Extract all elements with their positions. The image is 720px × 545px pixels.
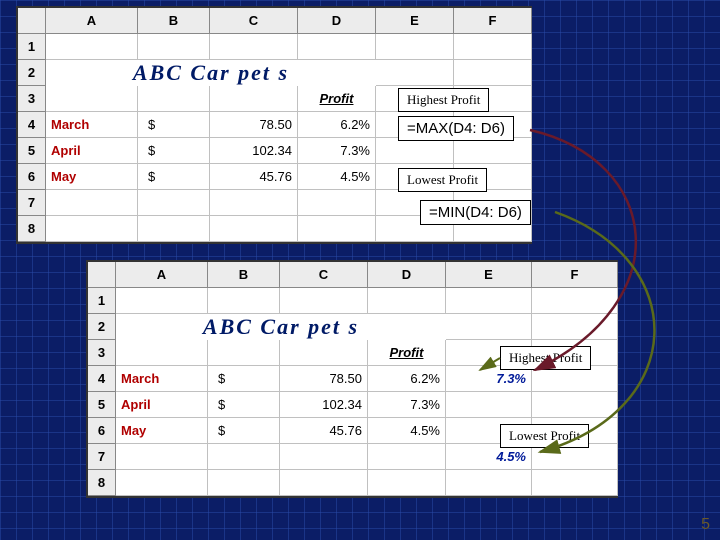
col-header: A xyxy=(46,8,138,34)
sheet-title: ABC Car pet s xyxy=(116,314,446,340)
month-cell: May xyxy=(46,164,138,190)
profit-header: Profit xyxy=(368,340,446,366)
row-header: 5 xyxy=(88,392,116,418)
spreadsheet-after: A B C D E F 1 2 ABC Car pet s 3 Profit 4… xyxy=(86,260,618,498)
row-header: 4 xyxy=(88,366,116,392)
col-header: A xyxy=(116,262,208,288)
profit-cell: 6.2% xyxy=(298,112,376,138)
profit-cell: 7.3% xyxy=(298,138,376,164)
callout-max-formula: =MAX(D4: D6) xyxy=(398,116,514,141)
row-header: 3 xyxy=(88,340,116,366)
currency-symbol: $ xyxy=(208,392,280,418)
corner-cell xyxy=(18,8,46,34)
month-cell: March xyxy=(46,112,138,138)
currency-symbol: $ xyxy=(138,138,210,164)
row-header: 6 xyxy=(88,418,116,444)
col-header: F xyxy=(454,8,532,34)
row-header: 1 xyxy=(18,34,46,60)
row-header: 4 xyxy=(18,112,46,138)
page-number: 5 xyxy=(701,516,710,534)
row-header: 7 xyxy=(18,190,46,216)
month-cell: April xyxy=(116,392,208,418)
amount-cell: 102.34 xyxy=(280,392,368,418)
month-cell: April xyxy=(46,138,138,164)
profit-cell: 4.5% xyxy=(368,418,446,444)
callout-highest-1: Highest Profit xyxy=(398,88,489,112)
callout-min-formula: =MIN(D4: D6) xyxy=(420,200,531,225)
col-header: C xyxy=(280,262,368,288)
col-header: B xyxy=(208,262,280,288)
row-header: 2 xyxy=(88,314,116,340)
corner-cell xyxy=(88,262,116,288)
currency-symbol: $ xyxy=(138,112,210,138)
row-header: 6 xyxy=(18,164,46,190)
row-header: 2 xyxy=(18,60,46,86)
profit-header: Profit xyxy=(298,86,376,112)
profit-cell: 7.3% xyxy=(368,392,446,418)
col-header: E xyxy=(376,8,454,34)
amount-cell: 78.50 xyxy=(210,112,298,138)
currency-symbol: $ xyxy=(208,418,280,444)
profit-cell: 6.2% xyxy=(368,366,446,392)
row-header: 3 xyxy=(18,86,46,112)
callout-highest-2: Highest Profit xyxy=(500,346,591,370)
amount-cell: 45.76 xyxy=(280,418,368,444)
month-cell: May xyxy=(116,418,208,444)
profit-cell: 4.5% xyxy=(298,164,376,190)
sheet-title: ABC Car pet s xyxy=(46,60,376,86)
amount-cell: 78.50 xyxy=(280,366,368,392)
currency-symbol: $ xyxy=(138,164,210,190)
row-header: 8 xyxy=(18,216,46,242)
col-header: F xyxy=(532,262,618,288)
col-header: B xyxy=(138,8,210,34)
row-header: 7 xyxy=(88,444,116,470)
row-header: 1 xyxy=(88,288,116,314)
col-header: D xyxy=(368,262,446,288)
callout-lowest-2: Lowest Profit xyxy=(500,424,589,448)
month-cell: March xyxy=(116,366,208,392)
slide-content: A B C D E F 1 2 ABC Car pet s 3 Profit 4… xyxy=(0,0,720,540)
amount-cell: 102.34 xyxy=(210,138,298,164)
amount-cell: 45.76 xyxy=(210,164,298,190)
row-header: 8 xyxy=(88,470,116,496)
currency-symbol: $ xyxy=(208,366,280,392)
callout-lowest-1: Lowest Profit xyxy=(398,168,487,192)
col-header: C xyxy=(210,8,298,34)
row-header: 5 xyxy=(18,138,46,164)
col-header: D xyxy=(298,8,376,34)
col-header: E xyxy=(446,262,532,288)
